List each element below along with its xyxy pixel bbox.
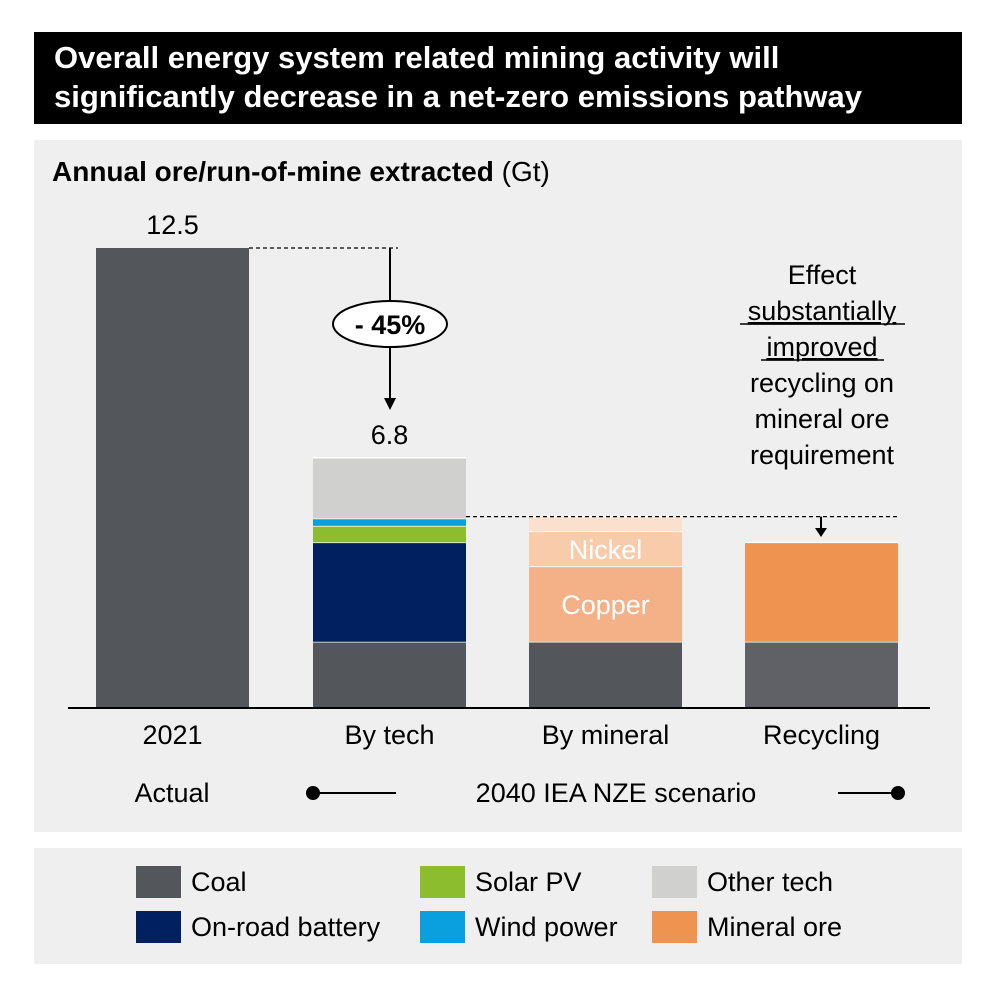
bar-2021-coal — [96, 248, 249, 708]
reduction-label: - 45% — [355, 310, 426, 340]
chart-title-unit: (Gt) — [501, 156, 550, 187]
recycling-note-line-1: Effect — [788, 260, 857, 290]
recycling-note-line-6: requirement — [750, 440, 895, 470]
legend-swatch — [652, 866, 697, 898]
segment-label-nickel: Nickel — [569, 535, 643, 565]
recycling-note-line-2: substantially — [748, 296, 897, 326]
legend-swatch — [136, 866, 181, 898]
legend-item-solar-pv: Solar PV — [420, 866, 582, 898]
bar-recycling-mineral-ore — [745, 542, 898, 642]
legend-swatch — [420, 911, 465, 943]
headline-banner: Overall energy system related mining act… — [34, 32, 962, 124]
legend-item-wind-power: Wind power — [420, 911, 618, 943]
legend-panel — [34, 848, 962, 964]
scenario-bracket-right-dot — [891, 786, 905, 800]
reduction-arrow-head — [384, 398, 396, 410]
recycling-note-line-5: mineral ore — [754, 404, 889, 434]
legend-item-coal: Coal — [136, 866, 247, 898]
legend-label: Other tech — [707, 866, 834, 897]
chart-title: Annual ore/run-of-mine extracted (Gt) — [52, 152, 550, 192]
total-label-1: 6.8 — [371, 420, 409, 450]
recycling-note-line-4: recycling on — [750, 368, 894, 398]
reduction-badge — [332, 300, 448, 348]
legend-item-on-road-battery: On-road battery — [136, 911, 380, 943]
actual-label: Actual — [134, 778, 209, 808]
category-label-1: By tech — [344, 720, 434, 750]
bar-by-tech-coal — [313, 641, 466, 708]
bar-by-tech-other-tech — [313, 457, 466, 519]
headline-line-2: significantly decrease in a net-zero emi… — [54, 79, 862, 114]
bar-by-mineral-coal — [529, 641, 682, 708]
bar-by-mineral-other-mineral — [529, 516, 682, 532]
chart-title-main: Annual ore/run-of-mine extracted — [52, 156, 494, 187]
legend-item-other-tech: Other tech — [652, 866, 833, 898]
bar-by-tech-wind-power — [313, 518, 466, 526]
legend-swatch — [652, 911, 697, 943]
bar-by-tech-solar-pv — [313, 525, 466, 543]
segment-label-copper: Copper — [561, 590, 650, 620]
headline-line-1: Overall energy system related mining act… — [54, 40, 780, 75]
total-label-0: 12.5 — [146, 210, 199, 240]
bar-by-mineral-copper — [529, 566, 682, 642]
scenario-bracket-left-dot — [306, 786, 320, 800]
category-label-3: Recycling — [763, 720, 880, 750]
legend-swatch — [136, 911, 181, 943]
recycling-note-line-3: improved — [766, 332, 877, 362]
legend-item-mineral-ore: Mineral ore — [652, 911, 842, 943]
category-label-0: 2021 — [142, 720, 202, 750]
category-label-2: By mineral — [542, 720, 670, 750]
bar-recycling-coal — [745, 641, 898, 708]
bar-by-tech-on-road-battery — [313, 542, 466, 642]
legend-swatch — [420, 866, 465, 898]
legend-label: Wind power — [475, 911, 618, 942]
bar-by-mineral-nickel — [529, 531, 682, 567]
legend-label: Mineral ore — [707, 911, 843, 942]
recycling-arrow-head — [815, 528, 827, 537]
legend-label: On-road battery — [191, 911, 381, 942]
scenario-label: 2040 IEA NZE scenario — [476, 778, 757, 808]
legend-label: Coal — [191, 866, 247, 897]
legend-label: Solar PV — [475, 866, 582, 897]
